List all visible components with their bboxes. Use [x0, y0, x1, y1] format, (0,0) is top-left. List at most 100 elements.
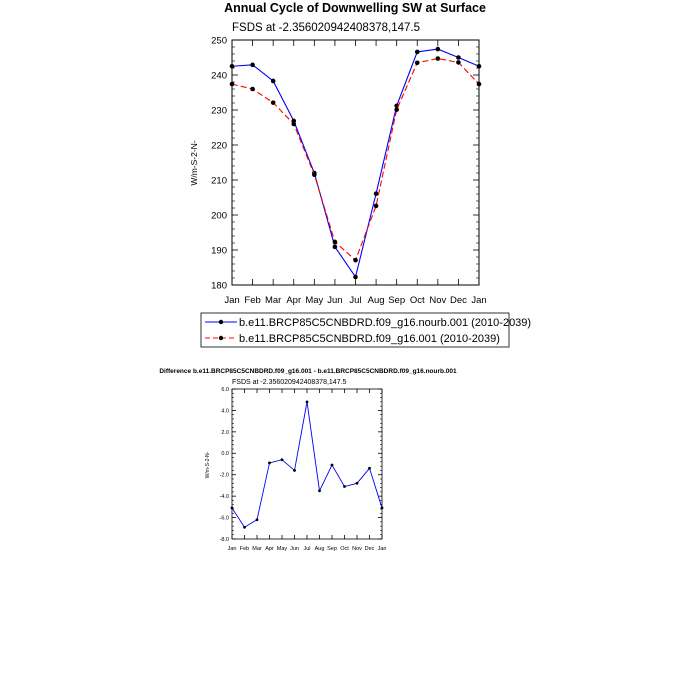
- data-point: [318, 489, 321, 493]
- data-point: [414, 60, 420, 66]
- data-point: [243, 525, 246, 529]
- data-point: [305, 400, 309, 404]
- legend-marker: [218, 319, 224, 325]
- chart-title: Annual Cycle of Downwelling SW at Surfac…: [224, 1, 486, 15]
- x-tick-label: Sep: [327, 546, 337, 552]
- y-tick-label: 200: [211, 210, 227, 221]
- data-point: [230, 506, 234, 510]
- x-tick-label: Jun: [290, 546, 299, 552]
- data-point: [355, 481, 359, 485]
- y-tick-label: -8.0: [220, 537, 229, 543]
- data-point: [229, 81, 235, 87]
- data-point: [353, 257, 358, 263]
- legend-entry-nourb: b.e11.BRCP85C5CNBDRD.f09_g16.nourb.001 (…: [205, 317, 531, 329]
- x-tick-label: Jan: [224, 295, 239, 306]
- y-tick-label: 240: [211, 70, 227, 81]
- y-tick-label: 2.0: [221, 430, 229, 436]
- x-tick-label: Jun: [327, 295, 342, 306]
- legend-label-base: b.e11.BRCP85C5CNBDRD.f09_g16.001 (2010-2…: [239, 333, 500, 345]
- x-tick-label: Dec: [365, 546, 375, 552]
- x-ticks: Jan Feb Mar Apr May Jun Jul Aug Sep Oct Nov Dec Jan: [224, 40, 487, 306]
- data-point: [229, 63, 235, 69]
- legend-marker: [218, 335, 224, 341]
- x-tick-label: Mar: [265, 295, 281, 306]
- x-tick-label: May: [305, 295, 323, 306]
- data-point: [255, 518, 259, 522]
- x-tick-label: Apr: [286, 295, 301, 306]
- x-tick-label: Jul: [349, 295, 361, 306]
- legend: b.e11.BRCP85C5CNBDRD.f09_g16.nourb.001 (…: [200, 312, 531, 348]
- y-tick-label: 0.0: [221, 451, 229, 457]
- x-tick-label: Nov: [429, 295, 446, 306]
- x-tick-label: May: [277, 546, 288, 552]
- data-point: [332, 244, 338, 250]
- y-tick-label: -4.0: [220, 494, 229, 500]
- series-line-0: [231, 401, 383, 528]
- data-point: [291, 118, 297, 124]
- data-point: [394, 107, 399, 112]
- plot-frame: [231, 39, 480, 286]
- y-axis-label-2: W/m-S-2-N-: [205, 451, 211, 478]
- y-ticks-2: -8.0 -6.0 -4.0 -2.0 0.0 2.0 4.0 6.0: [220, 387, 382, 543]
- data-point: [280, 458, 284, 462]
- x-tick-label: Oct: [410, 295, 425, 306]
- data-point: [250, 62, 255, 68]
- x-tick-label: Jan: [228, 546, 237, 552]
- data-point: [380, 506, 384, 510]
- x-tick-label: Sep: [388, 295, 405, 306]
- y-tick-label: 180: [211, 280, 227, 291]
- x-tick-label: Jan: [471, 295, 486, 306]
- x-tick-label: Nov: [352, 546, 362, 552]
- y-ticks: 180 190 200 210 220 230 240 250: [211, 35, 479, 291]
- x-tick-label: Jan: [378, 546, 387, 552]
- series-layer: [229, 46, 482, 280]
- y-axis-label: W/m-S-2-N-: [189, 140, 199, 185]
- legend-entry-base: b.e11.BRCP85C5CNBDRD.f09_g16.001 (2010-2…: [205, 333, 500, 345]
- legend-label-nourb: b.e11.BRCP85C5CNBDRD.f09_g16.nourb.001 (…: [239, 317, 531, 329]
- data-point: [332, 239, 338, 245]
- y-tick-label: -2.0: [220, 473, 229, 479]
- chart-subtitle: FSDS at -2.356020942408378,147.5: [232, 22, 420, 34]
- x-tick-label: Aug: [315, 546, 325, 552]
- data-point: [268, 461, 271, 465]
- x-tick-label: Oct: [340, 546, 349, 552]
- data-point: [373, 191, 379, 196]
- data-point: [330, 463, 334, 467]
- x-tick-label: Feb: [244, 295, 260, 306]
- y-tick-label: 230: [211, 105, 227, 116]
- chart-top: Annual Cycle of Downwelling SW at Surfac…: [189, 1, 531, 348]
- data-point: [343, 485, 346, 488]
- data-point: [291, 121, 297, 127]
- y-tick-label: 6.0: [221, 387, 229, 393]
- minor-ticks: [232, 46, 479, 279]
- series-layer-2: [230, 400, 384, 529]
- y-tick-label: 220: [211, 140, 227, 151]
- data-point: [476, 81, 482, 87]
- series-line-1: [231, 57, 480, 262]
- y-tick-label: -6.0: [220, 515, 229, 521]
- x-ticks-2: Jan Feb Mar Apr May Jun Jul Aug Sep Oct Nov Dec Jan: [228, 389, 387, 552]
- chart2-title: Difference b.e11.BRCP85C5CNBDRD.f09_g16.…: [159, 368, 457, 375]
- x-tick-label: Mar: [252, 546, 262, 552]
- x-tick-label: Dec: [450, 295, 467, 306]
- y-tick-label: 190: [211, 245, 227, 256]
- y-tick-label: 250: [211, 35, 227, 46]
- data-point: [312, 172, 317, 178]
- data-point: [435, 56, 441, 61]
- data-point: [414, 49, 420, 55]
- x-tick-label: Apr: [265, 546, 274, 552]
- chart2-subtitle: FSDS at -2.356020942408378,147.5: [232, 379, 347, 386]
- data-point: [270, 78, 276, 84]
- x-tick-label: Jul: [303, 546, 310, 552]
- data-point: [476, 63, 482, 69]
- x-tick-label: Aug: [368, 295, 385, 306]
- plot-frame-2: [231, 388, 383, 540]
- data-point: [435, 46, 441, 52]
- data-point: [456, 60, 461, 65]
- data-point: [373, 203, 379, 209]
- x-tick-label: Feb: [240, 546, 249, 552]
- minor-ticks-2: [232, 392, 382, 536]
- data-point: [368, 466, 371, 470]
- data-point: [270, 100, 276, 105]
